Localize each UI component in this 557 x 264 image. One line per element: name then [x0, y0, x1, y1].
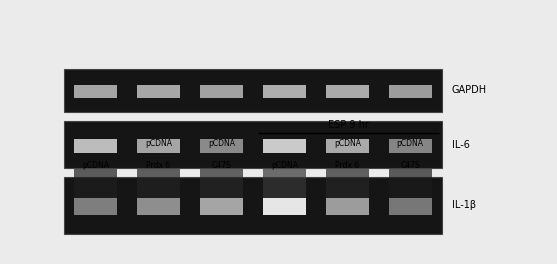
Text: pCDNA: pCDNA — [397, 139, 424, 148]
Bar — [263, 139, 306, 153]
Bar — [74, 167, 117, 199]
Bar — [389, 167, 432, 199]
Bar — [389, 199, 432, 215]
Text: pCDNA: pCDNA — [334, 139, 361, 148]
Bar — [263, 199, 306, 215]
Bar — [200, 85, 243, 98]
Bar — [263, 167, 306, 199]
Text: pCDNA: pCDNA — [208, 139, 235, 148]
Bar — [74, 199, 117, 215]
Bar — [389, 139, 432, 153]
Bar — [200, 167, 243, 199]
Text: C47S: C47S — [400, 161, 420, 170]
Bar — [64, 69, 442, 112]
Text: pCDNA: pCDNA — [145, 139, 172, 148]
Bar — [137, 167, 180, 199]
Bar — [326, 85, 369, 98]
Bar — [74, 139, 117, 153]
Bar — [137, 139, 180, 153]
Bar — [200, 139, 243, 153]
Bar — [263, 85, 306, 98]
Text: Prdx 6: Prdx 6 — [335, 161, 359, 170]
Text: IL-1β: IL-1β — [452, 200, 476, 210]
Bar — [326, 139, 369, 153]
Text: C47S: C47S — [212, 161, 231, 170]
Bar — [200, 199, 243, 215]
Text: pCDNA: pCDNA — [271, 161, 298, 170]
Bar — [326, 167, 369, 199]
Bar — [64, 121, 442, 168]
Bar — [326, 199, 369, 215]
Text: pCDNA: pCDNA — [82, 161, 109, 170]
Text: GAPDH: GAPDH — [452, 86, 487, 95]
Bar — [137, 85, 180, 98]
Bar — [74, 85, 117, 98]
Bar — [137, 199, 180, 215]
Text: Prdx 6: Prdx 6 — [146, 161, 170, 170]
Text: ESP 9 hr: ESP 9 hr — [328, 120, 369, 130]
Text: IL-6: IL-6 — [452, 140, 470, 149]
Bar — [64, 177, 442, 234]
Bar — [389, 85, 432, 98]
